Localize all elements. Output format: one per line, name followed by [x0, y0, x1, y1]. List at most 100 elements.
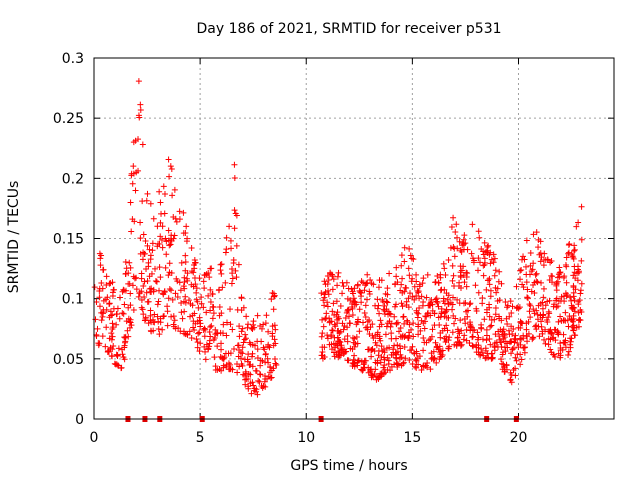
- data-point: [141, 294, 148, 301]
- data-point: [140, 231, 147, 238]
- data-point: [523, 279, 530, 286]
- data-point: [512, 365, 519, 372]
- data-point: [110, 324, 117, 331]
- data-point: [391, 342, 398, 349]
- data-point: [144, 242, 151, 249]
- data-point: [408, 347, 415, 354]
- data-point: [483, 326, 490, 333]
- data-point: [471, 326, 478, 333]
- data-point: [458, 267, 465, 274]
- data-points: [91, 78, 585, 398]
- data-point: [328, 341, 335, 348]
- data-point: [98, 280, 105, 287]
- data-point: [207, 286, 214, 293]
- data-point: [218, 346, 225, 353]
- data-point: [452, 229, 459, 236]
- data-point: [404, 317, 411, 324]
- data-point: [503, 315, 510, 322]
- data-point: [193, 285, 200, 292]
- data-point: [519, 281, 526, 288]
- data-point: [451, 320, 458, 327]
- data-point: [545, 308, 552, 315]
- data-point: [433, 295, 440, 302]
- data-point: [106, 314, 113, 321]
- data-point: [200, 304, 207, 311]
- data-point: [435, 279, 442, 286]
- data-point: [435, 303, 442, 310]
- data-point: [458, 327, 465, 334]
- data-point: [568, 297, 575, 304]
- data-point: [450, 294, 457, 301]
- data-point: [373, 373, 380, 380]
- data-point: [127, 319, 134, 326]
- data-point: [141, 317, 148, 324]
- data-point: [442, 271, 449, 278]
- data-point: [333, 298, 340, 305]
- data-point: [510, 344, 517, 351]
- data-point: [431, 355, 438, 362]
- data-point: [159, 223, 166, 230]
- data-point: [428, 298, 435, 305]
- data-point: [441, 286, 448, 293]
- data-point: [138, 297, 145, 304]
- data-point: [450, 312, 457, 319]
- data-point: [496, 333, 503, 340]
- data-point: [206, 337, 213, 344]
- data-point: [549, 279, 556, 286]
- data-point: [270, 342, 277, 349]
- data-point: [485, 354, 492, 361]
- data-point: [92, 316, 99, 323]
- data-point: [479, 336, 486, 343]
- data-point: [534, 311, 541, 318]
- data-point: [161, 313, 168, 320]
- data-point: [212, 326, 219, 333]
- data-point: [94, 325, 101, 332]
- data-point: [249, 379, 256, 386]
- data-point: [394, 363, 401, 370]
- data-point: [127, 264, 134, 271]
- data-point: [230, 257, 237, 264]
- data-point: [573, 223, 580, 230]
- data-point: [257, 362, 264, 369]
- data-point: [196, 348, 203, 355]
- data-point: [188, 244, 195, 251]
- data-point: [182, 293, 189, 300]
- data-point: [227, 237, 234, 244]
- data-point: [212, 363, 219, 370]
- data-point: [410, 256, 417, 263]
- data-point: [368, 374, 375, 381]
- data-point: [157, 233, 164, 240]
- data-point: [556, 269, 563, 276]
- data-point: [126, 324, 133, 331]
- data-point: [519, 320, 526, 327]
- data-point: [499, 349, 506, 356]
- data-point: [188, 335, 195, 342]
- y-tick-label: 0.15: [53, 232, 84, 248]
- data-point: [108, 352, 115, 359]
- data-point: [102, 343, 109, 350]
- data-point: [453, 341, 460, 348]
- data-point: [155, 325, 162, 332]
- data-point: [361, 287, 368, 294]
- data-point: [205, 270, 212, 277]
- data-point: [393, 273, 400, 280]
- data-point: [345, 357, 352, 364]
- data-point: [565, 323, 572, 330]
- data-point: [413, 278, 420, 285]
- data-point: [124, 327, 131, 334]
- data-point: [571, 332, 578, 339]
- data-point: [511, 339, 518, 346]
- data-point: [165, 295, 172, 302]
- data-point: [218, 367, 225, 374]
- data-point: [239, 325, 246, 332]
- data-point: [330, 300, 337, 307]
- data-point: [137, 219, 144, 226]
- data-point: [533, 326, 540, 333]
- data-point: [202, 356, 209, 363]
- data-point: [196, 314, 203, 321]
- data-point: [474, 329, 481, 336]
- data-point: [409, 275, 416, 282]
- data-point: [517, 341, 524, 348]
- data-point: [331, 349, 338, 356]
- data-point: [475, 255, 482, 262]
